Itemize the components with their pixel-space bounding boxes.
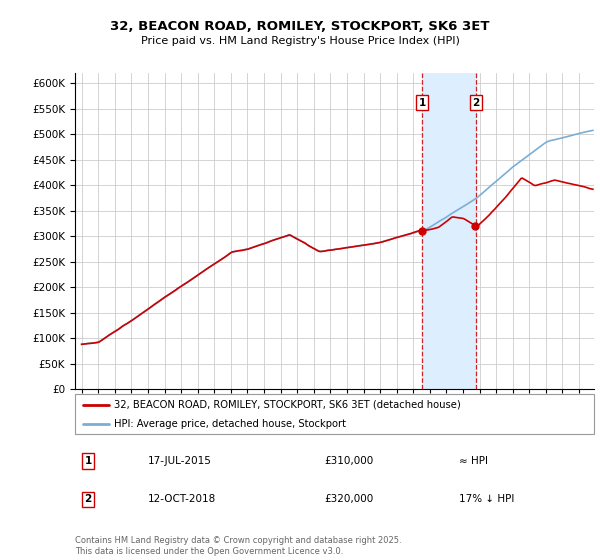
Text: 12-OCT-2018: 12-OCT-2018 bbox=[148, 494, 216, 505]
Text: 1: 1 bbox=[419, 98, 426, 108]
Text: 32, BEACON ROAD, ROMILEY, STOCKPORT, SK6 3ET (detached house): 32, BEACON ROAD, ROMILEY, STOCKPORT, SK6… bbox=[114, 400, 461, 410]
Text: 17% ↓ HPI: 17% ↓ HPI bbox=[459, 494, 514, 505]
Text: ≈ HPI: ≈ HPI bbox=[459, 456, 488, 466]
Text: Price paid vs. HM Land Registry's House Price Index (HPI): Price paid vs. HM Land Registry's House … bbox=[140, 36, 460, 46]
Text: HPI: Average price, detached house, Stockport: HPI: Average price, detached house, Stoc… bbox=[114, 419, 346, 429]
Text: 1: 1 bbox=[85, 456, 92, 466]
Text: 2: 2 bbox=[472, 98, 480, 108]
Bar bbox=[422, 73, 476, 389]
Text: 32, BEACON ROAD, ROMILEY, STOCKPORT, SK6 3ET: 32, BEACON ROAD, ROMILEY, STOCKPORT, SK6… bbox=[110, 20, 490, 32]
Text: 2: 2 bbox=[85, 494, 92, 505]
Text: £320,000: £320,000 bbox=[324, 494, 373, 505]
FancyBboxPatch shape bbox=[75, 394, 594, 434]
Text: £310,000: £310,000 bbox=[324, 456, 373, 466]
Text: 17-JUL-2015: 17-JUL-2015 bbox=[148, 456, 212, 466]
Text: Contains HM Land Registry data © Crown copyright and database right 2025.
This d: Contains HM Land Registry data © Crown c… bbox=[75, 536, 401, 556]
